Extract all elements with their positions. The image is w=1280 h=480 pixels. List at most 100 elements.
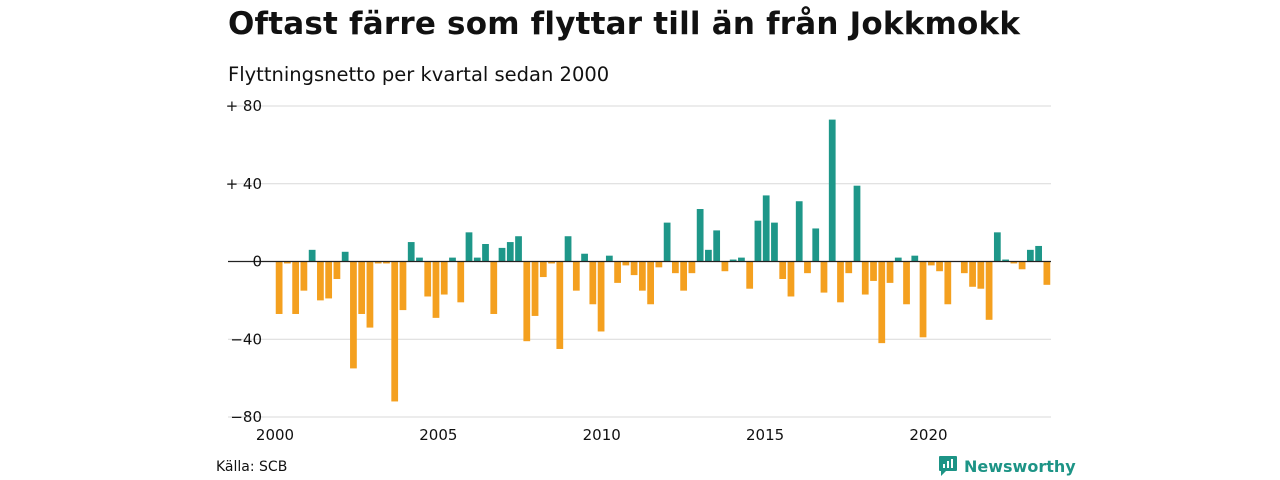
y-tick-label: + 80 (226, 97, 262, 115)
bar (465, 232, 473, 262)
bar (531, 261, 539, 316)
bar (911, 255, 919, 262)
bar (886, 261, 894, 283)
y-tick-label: −80 (230, 408, 262, 426)
bar (861, 261, 869, 295)
bar (597, 261, 605, 332)
bar (473, 257, 481, 262)
bar (622, 261, 630, 266)
bar (300, 261, 308, 291)
bar (936, 261, 943, 272)
brand-name: Newsworthy (964, 456, 1076, 476)
bar (572, 261, 580, 291)
bar (317, 261, 324, 301)
bar (523, 261, 531, 342)
bar (358, 261, 366, 314)
bar (1035, 245, 1042, 262)
brand-logo: Newsworthy (938, 455, 1076, 477)
bar (787, 261, 795, 297)
bar (449, 257, 456, 262)
bar (969, 261, 976, 287)
bar (308, 249, 316, 262)
bar (564, 236, 572, 262)
bar (754, 220, 762, 262)
bar (795, 201, 803, 262)
y-tick-label: 0 (252, 253, 262, 271)
bar (993, 232, 1001, 262)
bars (275, 119, 1051, 402)
bar (284, 261, 291, 264)
bar (341, 251, 349, 262)
bar (416, 257, 423, 262)
bar (292, 261, 300, 314)
bar (638, 261, 646, 291)
bar (919, 261, 927, 338)
bar (1043, 261, 1051, 285)
bar (944, 261, 952, 305)
bar (399, 261, 407, 311)
bar (614, 261, 621, 283)
bar (779, 261, 787, 279)
bar (647, 261, 654, 305)
bar (605, 255, 613, 262)
bar (721, 261, 729, 272)
bar (539, 261, 547, 278)
bar (374, 261, 382, 264)
bar (845, 261, 853, 274)
bar (713, 230, 721, 262)
bar (366, 261, 374, 328)
bar (581, 253, 588, 262)
bar (498, 247, 506, 262)
bar (325, 261, 333, 299)
bar (663, 222, 671, 262)
x-tick-label: 2020 (909, 426, 947, 444)
bar (870, 261, 877, 281)
bar (655, 261, 663, 268)
bar (350, 261, 357, 369)
bar (424, 261, 432, 297)
bar (771, 222, 778, 262)
bar (894, 257, 902, 262)
bar (515, 236, 522, 262)
bar (960, 261, 968, 274)
bar (1026, 249, 1034, 262)
bar (556, 261, 564, 349)
bar (696, 209, 704, 262)
bar (738, 257, 745, 262)
bar (820, 261, 828, 293)
bar (804, 261, 811, 274)
bar (275, 261, 283, 314)
bar (705, 249, 712, 262)
bar (977, 261, 985, 289)
bar (927, 261, 935, 266)
x-tick-label: 2000 (256, 426, 294, 444)
x-tick-label: 2005 (419, 426, 457, 444)
chart-title: Oftast färre som flyttar till än från Jo… (228, 6, 1021, 42)
bar (1002, 259, 1009, 262)
bar (333, 261, 341, 279)
bar (391, 261, 399, 402)
bar (432, 261, 440, 318)
bar (548, 261, 555, 264)
bar (903, 261, 910, 305)
bar (762, 195, 770, 262)
bar (1018, 261, 1026, 270)
bar (853, 185, 861, 262)
bar (457, 261, 465, 303)
y-tick-label: −40 (230, 330, 262, 348)
newsworthy-logo-icon (939, 456, 957, 476)
bar (482, 244, 489, 262)
source-label: Källa: SCB (216, 459, 288, 475)
y-axis-ticks: + 80 + 40 0 −40 −80 (226, 97, 262, 426)
bar (878, 261, 886, 344)
bar (506, 242, 514, 262)
bar (828, 119, 836, 262)
bar (729, 259, 737, 262)
bar (985, 261, 993, 320)
bar (672, 261, 679, 274)
x-axis-ticks: 2000 2005 2010 2015 2020 (256, 426, 948, 444)
bar (440, 261, 448, 295)
bar (630, 261, 638, 276)
x-tick-label: 2010 (583, 426, 621, 444)
